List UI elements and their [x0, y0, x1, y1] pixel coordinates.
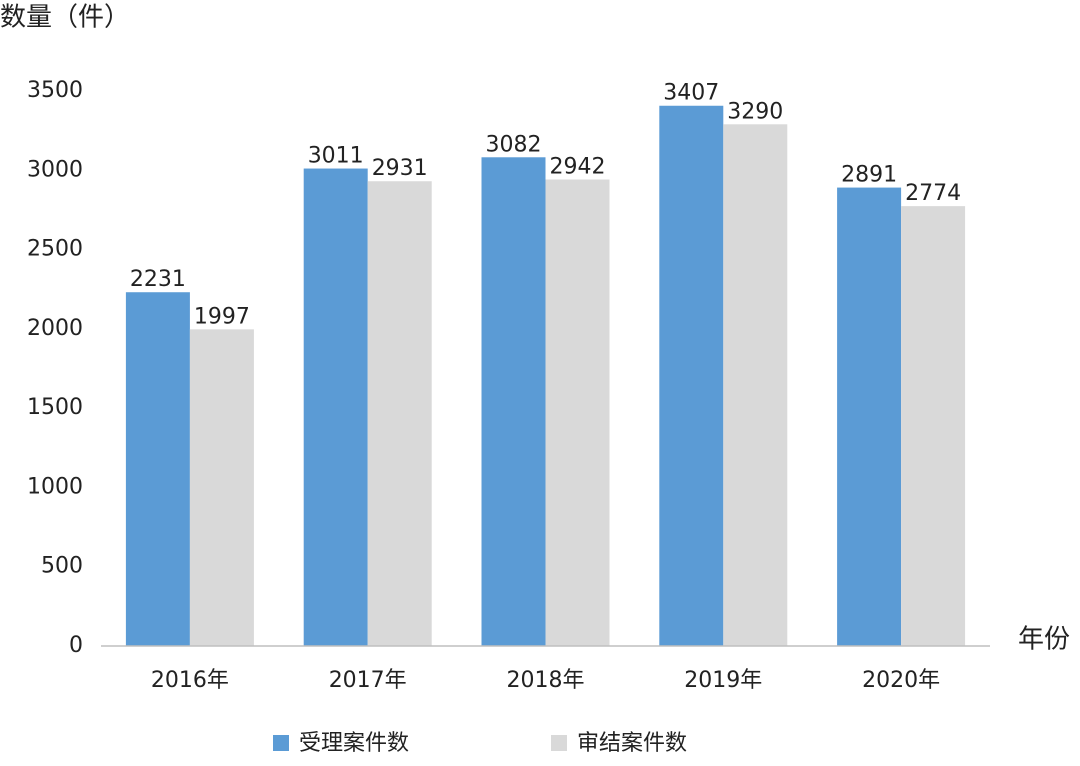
y-tick-label: 3000 [27, 157, 83, 182]
bar [125, 292, 190, 646]
data-label: 3082 [486, 132, 542, 157]
bar [303, 168, 368, 646]
data-label: 2931 [372, 156, 428, 181]
x-tick-label: 2020年 [862, 668, 940, 693]
bar [659, 105, 724, 647]
data-label: 1997 [194, 304, 250, 329]
bar [481, 157, 546, 647]
data-label: 3011 [308, 144, 364, 169]
bar [837, 187, 902, 646]
y-tick-label: 1500 [27, 395, 83, 420]
legend-label: 审结案件数 [577, 731, 687, 756]
data-label: 2942 [550, 154, 606, 179]
bar [545, 179, 610, 647]
y-tick-label: 1000 [27, 474, 83, 499]
bar [189, 329, 254, 646]
y-tick-label: 500 [41, 554, 83, 579]
data-label: 3407 [663, 81, 719, 106]
legend-swatch [273, 735, 289, 751]
bar [723, 124, 788, 647]
legend-label: 受理案件数 [299, 731, 409, 756]
x-tick-label: 2019年 [684, 668, 762, 693]
data-label: 2774 [905, 181, 961, 206]
y-tick-label: 2000 [27, 316, 83, 341]
y-axis-label: 数量（件） [0, 3, 130, 33]
x-tick-label: 2017年 [329, 668, 407, 693]
y-tick-label: 3500 [27, 78, 83, 103]
data-label: 2231 [130, 267, 186, 292]
x-tick-label: 2018年 [507, 668, 585, 693]
x-tick-label: 2016年 [151, 668, 229, 693]
data-label: 3290 [727, 99, 783, 124]
y-tick-label: 0 [69, 633, 83, 658]
data-label: 2891 [841, 163, 897, 188]
bar [367, 181, 432, 646]
y-tick-label: 2500 [27, 237, 83, 262]
x-axis-label: 年份 [1018, 625, 1070, 655]
bar [901, 206, 966, 646]
legend-swatch [551, 735, 567, 751]
